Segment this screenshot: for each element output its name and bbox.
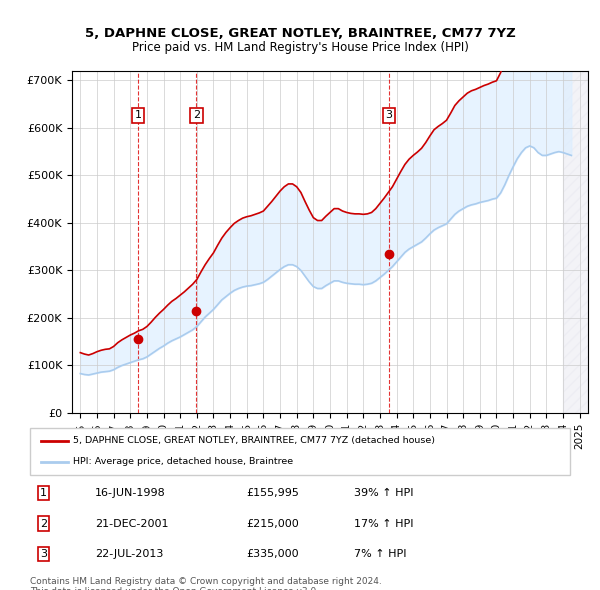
Text: 3: 3 [386,110,392,120]
Text: £215,000: £215,000 [246,519,299,529]
Text: 16-JUN-1998: 16-JUN-1998 [95,488,166,498]
Text: £155,995: £155,995 [246,488,299,498]
Text: 1: 1 [40,488,47,498]
Text: 1: 1 [134,110,142,120]
Text: 22-JUL-2013: 22-JUL-2013 [95,549,163,559]
Text: 17% ↑ HPI: 17% ↑ HPI [354,519,413,529]
Text: Price paid vs. HM Land Registry's House Price Index (HPI): Price paid vs. HM Land Registry's House … [131,41,469,54]
FancyBboxPatch shape [30,428,570,475]
Text: HPI: Average price, detached house, Braintree: HPI: Average price, detached house, Brai… [73,457,293,466]
Text: 5, DAPHNE CLOSE, GREAT NOTLEY, BRAINTREE, CM77 7YZ: 5, DAPHNE CLOSE, GREAT NOTLEY, BRAINTREE… [85,27,515,40]
Text: 5, DAPHNE CLOSE, GREAT NOTLEY, BRAINTREE, CM77 7YZ (detached house): 5, DAPHNE CLOSE, GREAT NOTLEY, BRAINTREE… [73,437,435,445]
Text: 2: 2 [193,110,200,120]
Text: 2: 2 [40,519,47,529]
Text: 3: 3 [40,549,47,559]
Text: £335,000: £335,000 [246,549,299,559]
Text: 21-DEC-2001: 21-DEC-2001 [95,519,168,529]
Text: 39% ↑ HPI: 39% ↑ HPI [354,488,413,498]
Text: Contains HM Land Registry data © Crown copyright and database right 2024.
This d: Contains HM Land Registry data © Crown c… [30,577,382,590]
Text: 7% ↑ HPI: 7% ↑ HPI [354,549,407,559]
